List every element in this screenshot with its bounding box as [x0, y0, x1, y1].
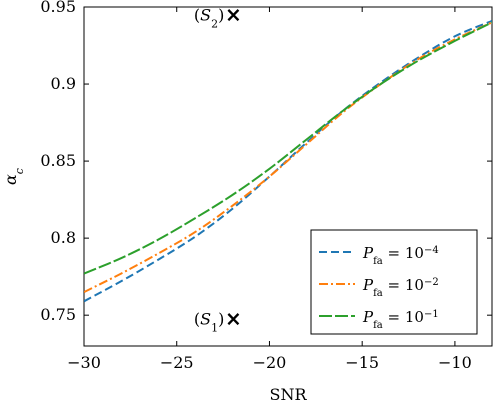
x-tick-label: −25 — [160, 353, 194, 372]
annotation-label-s2: (S2) — [194, 6, 224, 31]
x-tick-label: −20 — [253, 353, 287, 372]
y-tick-label: 0.75 — [40, 305, 76, 324]
annotation-marker-s2: × — [225, 3, 242, 27]
series-line-2 — [84, 21, 492, 293]
plot-area — [83, 6, 493, 347]
legend-label-2: Pfa = 10−2 — [362, 276, 439, 299]
y-tick-label: 0.8 — [51, 228, 76, 247]
legend: Pfa = 10−4 Pfa = 10−2 Pfa = 10−1 — [310, 229, 478, 335]
x-axis-label: SNR — [269, 385, 307, 404]
y-tick-label: 0.95 — [40, 0, 76, 16]
y-tick-label: 0.9 — [51, 74, 76, 93]
legend-label-1: Pfa = 10−4 — [362, 244, 439, 267]
y-tick-label: 0.85 — [40, 151, 76, 170]
annotation-marker-s1: × — [225, 306, 242, 330]
x-tick-label: −30 — [67, 353, 101, 372]
x-tick-label: −15 — [345, 353, 379, 372]
legend-label-3: Pfa = 10−1 — [362, 308, 439, 331]
annotation-label-s1: (S1) — [194, 309, 224, 334]
y-axis-label: αc — [1, 168, 26, 185]
series-line-3 — [84, 21, 492, 275]
x-tick-label: −10 — [438, 353, 472, 372]
